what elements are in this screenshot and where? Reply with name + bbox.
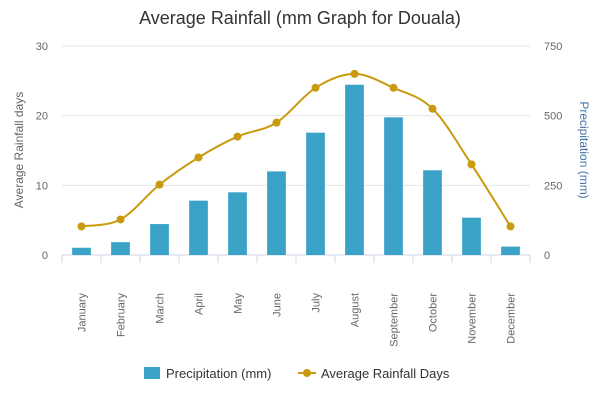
x-axis-label: August	[350, 293, 362, 327]
legend[interactable]: Precipitation (mm) Average Rainfall Days	[144, 366, 450, 381]
x-axis-label: March	[155, 293, 167, 324]
precipitation-bar[interactable]	[111, 242, 130, 255]
x-axis-label: December	[506, 293, 518, 344]
right-axis-title: Precipitation (mm)	[577, 101, 591, 198]
rainfall-days-point[interactable]	[116, 215, 125, 224]
x-axis-label: January	[77, 293, 89, 333]
left-axis-tick: 0	[42, 250, 48, 262]
rainfall-days-point[interactable]	[155, 180, 164, 189]
x-axis-label: April	[194, 293, 206, 315]
left-axis-tick: 10	[36, 180, 48, 192]
right-axis-tick: 0	[544, 250, 550, 262]
chart-title: Average Rainfall (mm Graph for Douala)	[139, 8, 461, 28]
precipitation-bar[interactable]	[306, 132, 325, 255]
x-axis-label: October	[428, 293, 440, 332]
precipitation-bar[interactable]	[462, 217, 481, 255]
rainfall-days-point[interactable]	[272, 118, 281, 127]
rainfall-days-point[interactable]	[506, 222, 515, 231]
precipitation-bar[interactable]	[228, 192, 247, 255]
left-axis-title: Average Rainfall days	[12, 92, 26, 209]
x-axis-label: November	[467, 293, 479, 344]
precipitation-bar[interactable]	[150, 224, 169, 255]
x-axis-label: July	[311, 293, 323, 313]
x-axis-label: June	[272, 293, 284, 317]
right-axis-tick: 750	[544, 41, 562, 53]
precipitation-bar[interactable]	[501, 246, 520, 255]
gridlines	[62, 45, 530, 256]
rainfall-days-line-path	[81, 72, 512, 228]
left-axis-tick: 30	[36, 41, 48, 53]
precipitation-bars	[72, 84, 520, 255]
x-axis-label: September	[389, 293, 401, 347]
x-axis-label: May	[233, 293, 245, 314]
x-axis-label: February	[116, 293, 128, 338]
right-axis-tick: 250	[544, 180, 562, 192]
left-axis-tick: 20	[36, 111, 48, 123]
legend-label: Precipitation (mm)	[166, 366, 271, 381]
precipitation-bar[interactable]	[72, 247, 91, 255]
rainfall-days-point[interactable]	[467, 160, 476, 169]
rainfall-days-point[interactable]	[428, 104, 437, 113]
precipitation-bar[interactable]	[384, 117, 403, 255]
precipitation-bar[interactable]	[267, 171, 286, 255]
right-axis-tick: 500	[544, 111, 562, 123]
legend-swatch-marker	[303, 369, 311, 377]
precipitation-bar[interactable]	[423, 170, 442, 255]
legend-swatch-bar	[144, 367, 160, 379]
precipitation-bar[interactable]	[345, 84, 364, 255]
axis-ticks: 0 10 20 30 0 250 500 750 January February March Apr…	[36, 41, 563, 347]
rainfall-days-point[interactable]	[389, 83, 398, 92]
rainfall-days-point[interactable]	[350, 69, 359, 78]
legend-item-precipitation[interactable]: Precipitation (mm)	[144, 366, 271, 381]
rainfall-days-point[interactable]	[233, 132, 242, 141]
rainfall-days-point[interactable]	[194, 153, 203, 162]
legend-item-rainfall-days[interactable]: Average Rainfall Days	[298, 366, 450, 381]
rainfall-days-point[interactable]	[311, 83, 320, 92]
precipitation-bar[interactable]	[189, 200, 208, 255]
legend-label: Average Rainfall Days	[321, 366, 450, 381]
rainfall-days-line	[77, 69, 515, 231]
rainfall-days-point[interactable]	[77, 222, 86, 231]
